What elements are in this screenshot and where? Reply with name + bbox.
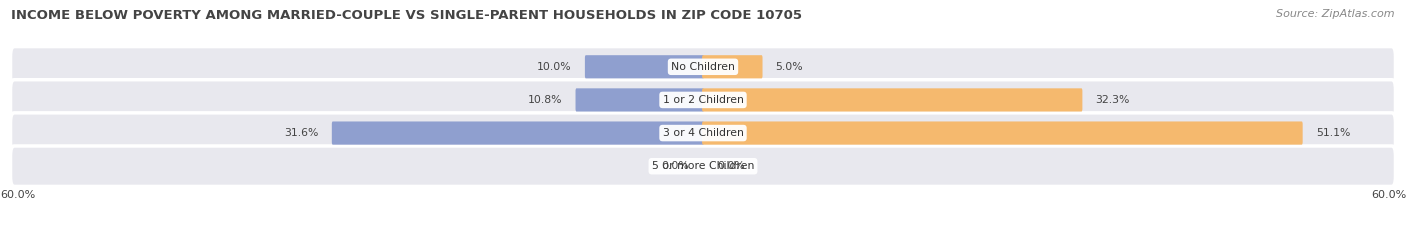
FancyBboxPatch shape	[11, 47, 1395, 87]
Text: 32.3%: 32.3%	[1095, 95, 1130, 105]
Text: 51.1%: 51.1%	[1316, 128, 1350, 138]
FancyBboxPatch shape	[11, 113, 1395, 153]
FancyBboxPatch shape	[11, 146, 1395, 186]
Text: 0.0%: 0.0%	[661, 161, 689, 171]
Text: 10.0%: 10.0%	[537, 62, 572, 72]
Text: 0.0%: 0.0%	[717, 161, 745, 171]
Text: No Children: No Children	[671, 62, 735, 72]
FancyBboxPatch shape	[332, 121, 704, 145]
Text: 60.0%: 60.0%	[1371, 190, 1406, 200]
Text: 1 or 2 Children: 1 or 2 Children	[662, 95, 744, 105]
Text: 10.8%: 10.8%	[527, 95, 562, 105]
FancyBboxPatch shape	[702, 121, 1303, 145]
Text: 5 or more Children: 5 or more Children	[652, 161, 754, 171]
Text: 3 or 4 Children: 3 or 4 Children	[662, 128, 744, 138]
Text: 5.0%: 5.0%	[776, 62, 803, 72]
Text: INCOME BELOW POVERTY AMONG MARRIED-COUPLE VS SINGLE-PARENT HOUSEHOLDS IN ZIP COD: INCOME BELOW POVERTY AMONG MARRIED-COUPL…	[11, 9, 803, 22]
Text: Source: ZipAtlas.com: Source: ZipAtlas.com	[1277, 9, 1395, 19]
FancyBboxPatch shape	[11, 80, 1395, 120]
FancyBboxPatch shape	[702, 55, 762, 78]
Text: 31.6%: 31.6%	[284, 128, 319, 138]
FancyBboxPatch shape	[702, 88, 1083, 112]
FancyBboxPatch shape	[585, 55, 704, 78]
Text: 60.0%: 60.0%	[0, 190, 35, 200]
FancyBboxPatch shape	[575, 88, 704, 112]
